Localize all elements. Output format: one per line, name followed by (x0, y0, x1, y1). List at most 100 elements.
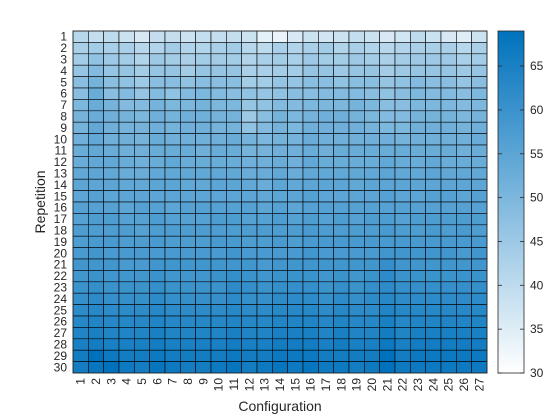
y-tick-label: 17 (54, 212, 68, 226)
heatmap-cell (241, 270, 258, 283)
heatmap-cell (241, 304, 258, 317)
x-tick-label: 13 (258, 378, 272, 392)
heatmap-cell (410, 144, 426, 157)
heatmap-cell (425, 64, 442, 77)
heatmap-cell (272, 30, 288, 43)
heatmap-cell (241, 42, 258, 55)
heatmap-cell (471, 167, 488, 180)
heatmap-cell (456, 292, 472, 305)
heatmap-cell (72, 178, 89, 191)
heatmap-cell (348, 87, 365, 100)
heatmap-cell (394, 292, 411, 305)
heatmap-cell (118, 235, 135, 248)
heatmap-cell (134, 315, 150, 328)
heatmap-cell (425, 53, 442, 66)
heatmap-cell (72, 327, 89, 340)
heatmap-cell (88, 224, 104, 237)
heatmap-cell (379, 224, 396, 237)
heatmap-cell (410, 247, 426, 260)
heatmap-cell (103, 42, 120, 55)
heatmap-cell (180, 315, 196, 328)
heatmap-cell (394, 121, 411, 134)
x-tick-label: 20 (365, 378, 379, 392)
heatmap-cell (72, 87, 89, 100)
heatmap-cell (103, 349, 120, 362)
heatmap-cell (302, 292, 319, 305)
heatmap-cell (272, 361, 288, 374)
heatmap-cell (210, 30, 227, 43)
heatmap-cell (348, 156, 365, 169)
heatmap-cell (348, 258, 365, 271)
heatmap-cell (118, 213, 135, 226)
heatmap-cell (180, 327, 196, 340)
heatmap-cell (456, 338, 472, 351)
heatmap-cell (302, 338, 319, 351)
x-tick-labels: 1 2 3 4 5 6 7 8 9 10 11 12 13 14 15 16 17 18 19 20 21 22 23 24 2… (74, 378, 487, 392)
heatmap-cell (118, 292, 135, 305)
heatmap-cell (210, 201, 227, 214)
heatmap-cell (210, 247, 227, 260)
heatmap-cell (149, 87, 166, 100)
heatmap-cell (88, 64, 104, 77)
x-tick-label: 3 (104, 378, 118, 385)
heatmap-cell (118, 144, 135, 157)
colorbar-tick-label: 45 (530, 234, 544, 248)
heatmap-cell (256, 224, 273, 237)
heatmap-cell (195, 76, 212, 89)
heatmap-cell (134, 30, 150, 43)
heatmap-cell (364, 361, 380, 374)
heatmap-cell (318, 315, 334, 328)
heatmap-cell (394, 304, 411, 317)
heatmap-cell (379, 167, 396, 180)
heatmap-cell (103, 338, 120, 351)
heatmap-cell (118, 190, 135, 203)
heatmap-cell (210, 235, 227, 248)
heatmap-cell (72, 64, 89, 77)
heatmap-cell (471, 133, 488, 146)
heatmap-cell (241, 144, 258, 157)
y-tick-label: 21 (54, 258, 68, 272)
heatmap-cell (256, 235, 273, 248)
heatmap-cell (425, 190, 442, 203)
heatmap-cell (226, 110, 242, 123)
heatmap-cell (118, 247, 135, 260)
heatmap-cell (180, 121, 196, 134)
heatmap-cell (318, 167, 334, 180)
heatmap-cell (149, 53, 166, 66)
heatmap-cell (272, 224, 288, 237)
heatmap-cell (287, 224, 304, 237)
heatmap-cell (118, 42, 135, 55)
heatmap-cell (333, 190, 350, 203)
heatmap-cell (348, 201, 365, 214)
heatmap-cell (287, 87, 304, 100)
heatmap-cell (241, 156, 258, 169)
heatmap-cell (333, 292, 350, 305)
heatmap-cell (272, 156, 288, 169)
heatmap-cell (425, 361, 442, 374)
heatmap-cell (379, 304, 396, 317)
y-tick-label: 19 (54, 235, 68, 249)
heatmap-cell (318, 121, 334, 134)
heatmap-cell (379, 361, 396, 374)
heatmap-cell (410, 42, 426, 55)
heatmap-cell (149, 304, 166, 317)
heatmap-cell (226, 64, 242, 77)
heatmap-cell (348, 224, 365, 237)
heatmap-cell (272, 190, 288, 203)
heatmap-cell (425, 201, 442, 214)
x-tick-label: 17 (319, 378, 333, 392)
heatmap-cell (226, 167, 242, 180)
heatmap-cell (226, 53, 242, 66)
heatmap-cell (456, 247, 472, 260)
heatmap-cell (195, 190, 212, 203)
heatmap-cell (149, 156, 166, 169)
heatmap-cell (164, 213, 181, 226)
heatmap-cell (134, 281, 150, 294)
heatmap-cell (348, 270, 365, 283)
heatmap-cell (256, 178, 273, 191)
heatmap-cell (149, 292, 166, 305)
heatmap-cell (471, 110, 488, 123)
y-tick-label: 16 (54, 201, 68, 215)
heatmap-cell (471, 30, 488, 43)
heatmap-cell (226, 76, 242, 89)
